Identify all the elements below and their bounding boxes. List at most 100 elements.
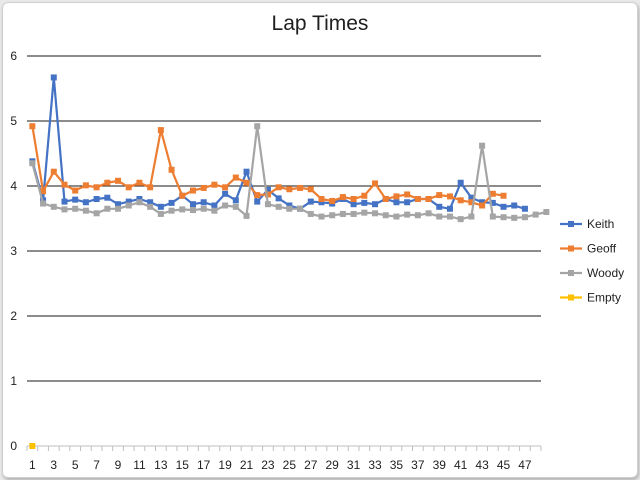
data-point-keith [125, 198, 132, 205]
data-point-geoff [222, 184, 229, 191]
x-tick-label: 19 [218, 458, 232, 472]
data-point-woody [339, 210, 346, 217]
legend-label-keith: Keith [587, 217, 614, 231]
data-point-geoff [211, 181, 218, 188]
x-tick-label: 3 [50, 458, 57, 472]
x-tick-label: 31 [347, 458, 361, 472]
data-point-woody [179, 206, 186, 213]
y-tick-label: 1 [10, 374, 17, 388]
data-point-woody [532, 211, 539, 218]
data-point-geoff [189, 187, 196, 194]
data-point-geoff [425, 196, 432, 202]
data-point-geoff [136, 179, 143, 186]
data-point-keith [511, 202, 518, 209]
data-point-woody [82, 207, 89, 214]
x-tick-label: 17 [197, 458, 211, 472]
y-tick-label: 2 [10, 309, 17, 323]
legend-marker-keith [568, 221, 574, 227]
data-point-woody [446, 213, 453, 220]
x-tick-label: 5 [72, 458, 79, 472]
data-point-geoff [457, 197, 464, 204]
data-point-keith [200, 199, 207, 206]
y-tick-label: 0 [10, 439, 17, 453]
x-tick-label: 47 [518, 458, 532, 472]
data-point-keith [72, 196, 79, 203]
data-point-geoff [147, 184, 154, 191]
data-point-geoff [40, 188, 47, 195]
data-point-keith [264, 186, 271, 193]
data-point-keith [243, 168, 250, 175]
data-point-woody [511, 214, 518, 221]
data-point-woody [286, 205, 293, 212]
data-point-woody [40, 200, 47, 207]
data-point-geoff [232, 174, 239, 181]
y-tick-label: 3 [10, 244, 17, 258]
data-point-geoff [243, 179, 250, 186]
data-point-geoff [157, 127, 164, 134]
legend-label-woody: Woody [587, 266, 624, 280]
data-point-woody [479, 142, 486, 149]
data-point-geoff [297, 184, 304, 191]
data-point-woody [275, 203, 282, 210]
data-point-keith [211, 202, 218, 209]
data-point-geoff [468, 199, 475, 206]
data-point-keith [457, 179, 464, 186]
data-point-geoff [404, 191, 411, 198]
data-point-woody [254, 123, 261, 130]
legend-marker-geoff [568, 245, 574, 252]
x-tick-label: 35 [390, 458, 404, 472]
data-point-woody [189, 207, 196, 214]
data-point-geoff [446, 193, 453, 200]
data-point-woody [350, 210, 357, 217]
data-point-geoff [82, 182, 89, 189]
data-point-geoff [115, 177, 122, 184]
data-point-geoff [350, 196, 357, 202]
data-point-geoff [254, 192, 261, 199]
data-point-keith [50, 74, 57, 81]
data-point-geoff [329, 197, 336, 204]
data-point-geoff [339, 194, 346, 201]
data-point-woody [50, 203, 57, 210]
legend-label-geoff: Geoff [587, 242, 617, 256]
legend-marker-empty [568, 294, 574, 301]
data-point-woody [543, 209, 550, 215]
data-point-woody [136, 199, 143, 206]
data-point-keith [93, 196, 100, 202]
data-point-keith [318, 199, 325, 206]
data-point-woody [61, 206, 68, 213]
data-point-keith [168, 199, 175, 206]
data-point-woody [361, 209, 368, 216]
data-point-geoff [125, 184, 132, 191]
data-point-woody [168, 207, 175, 214]
data-point-keith [350, 201, 357, 208]
x-tick-label: 41 [454, 458, 468, 472]
data-point-geoff [393, 193, 400, 200]
data-point-keith [372, 201, 379, 208]
x-tick-label: 27 [304, 458, 318, 472]
data-point-geoff [361, 192, 368, 199]
data-point-geoff [286, 186, 293, 193]
data-point-geoff [436, 192, 443, 199]
x-tick-label: 15 [176, 458, 190, 472]
data-point-woody [222, 202, 229, 209]
data-point-keith [307, 198, 314, 205]
data-point-geoff [104, 179, 111, 186]
data-point-keith [254, 198, 261, 205]
data-point-woody [297, 205, 304, 212]
chart-title: Lap Times [271, 12, 369, 35]
data-point-woody [29, 160, 36, 167]
data-point-geoff [414, 196, 421, 202]
data-point-woody [147, 203, 154, 210]
data-point-geoff [50, 168, 57, 175]
x-tick-label: 13 [154, 458, 168, 472]
data-point-geoff [500, 192, 507, 199]
data-point-geoff [168, 166, 175, 173]
data-point-woody [393, 213, 400, 220]
x-tick-label: 11 [133, 458, 146, 472]
data-point-geoff [382, 196, 389, 202]
data-point-keith [232, 197, 239, 204]
data-point-keith [157, 203, 164, 210]
data-point-woody [115, 205, 122, 212]
